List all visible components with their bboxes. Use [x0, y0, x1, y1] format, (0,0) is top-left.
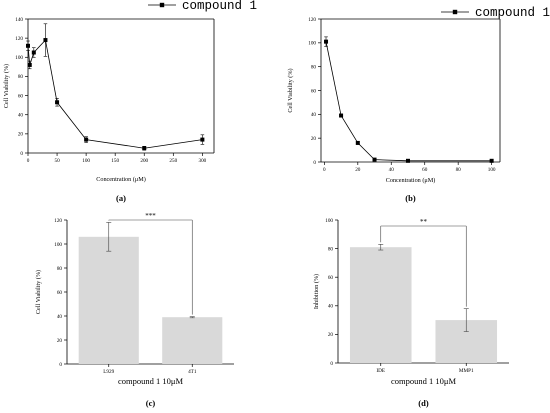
y-tick-label: 140 — [15, 17, 23, 23]
x-tick-label: 300 — [198, 158, 206, 164]
x-tick-label: 40 — [389, 167, 395, 173]
panel-label: (a) — [116, 193, 126, 203]
legend-marker — [159, 2, 165, 8]
y-tick-label: 40 — [57, 314, 63, 320]
data-point — [355, 140, 360, 145]
y-tick-label: 100 — [15, 55, 23, 61]
x-tick-label: 200 — [140, 158, 148, 164]
x-tick-label: 250 — [169, 158, 177, 164]
x-tick-label: 20 — [355, 167, 361, 173]
y-axis-title: Cell Viability (%) — [35, 270, 42, 314]
y-tick-label: 60 — [18, 93, 24, 99]
chart-panel-4: 0 20 40 60 80 100 compound 1 10μM Inhibition (%… — [313, 218, 509, 408]
y-tick-label: 60 — [311, 88, 317, 94]
x-tick-label: 100 — [82, 158, 90, 164]
bar — [78, 236, 139, 364]
y-tick-label: 40 — [328, 304, 334, 310]
data-point — [405, 158, 410, 163]
y-tick-label: 0 — [59, 362, 62, 368]
x-tick-label: 0 — [27, 158, 30, 164]
y-tick-label: 120 — [308, 17, 316, 23]
series-line — [27, 39, 203, 149]
y-tick-label: 100 — [308, 41, 316, 47]
panel-label: (b) — [405, 193, 416, 203]
data-point — [84, 137, 89, 142]
x-tick-label: 0 — [323, 167, 326, 173]
panel-label: (c) — [146, 398, 156, 408]
y-tick-label: 0 — [330, 361, 333, 367]
chart-panel-1: 0 20 40 60 80 100 120 140 0 50 100 150 200 250 300 Conc… — [3, 0, 257, 203]
y-tick-label: 0 — [20, 151, 23, 157]
data-point — [142, 146, 147, 151]
x-tick-label: 150 — [111, 158, 119, 164]
x-tick-label: 80 — [456, 167, 462, 173]
legend-marker — [452, 9, 458, 15]
y-tick-label: 40 — [18, 113, 24, 119]
y-tick-label: 80 — [18, 74, 24, 80]
legend-label: compound 1 — [475, 6, 550, 20]
y-tick-label: 20 — [18, 132, 24, 138]
y-tick-label: 0 — [313, 160, 316, 166]
y-tick-label: 20 — [57, 338, 63, 344]
y-tick-label: 100 — [325, 218, 333, 224]
y-axis-title: Cell Viability (%) — [3, 64, 10, 108]
y-tick-label: 20 — [311, 136, 317, 142]
significance-label: ** — [420, 218, 428, 226]
y-tick-label: 80 — [311, 64, 317, 70]
y-tick-label: 60 — [328, 275, 334, 281]
y-tick-label: 120 — [15, 36, 23, 42]
x-tick-label: 60 — [422, 167, 428, 173]
data-point — [489, 158, 494, 163]
x-tick-label: MMP1 — [459, 368, 474, 374]
data-point — [55, 100, 60, 105]
significance-label: *** — [145, 212, 156, 220]
y-tick-label: 120 — [54, 218, 62, 224]
data-point — [27, 62, 32, 67]
y-tick-label: 100 — [54, 242, 62, 248]
y-tick-label: 40 — [311, 112, 317, 118]
chart-panel-2: 0 20 40 60 80 100 120 0 20 40 60 80 100 Concentration… — [287, 6, 550, 203]
data-point — [324, 39, 329, 44]
x-axis-title: Concentration (μM) — [96, 176, 146, 183]
data-point — [339, 113, 344, 118]
data-point — [200, 137, 205, 142]
y-tick-label: 20 — [328, 332, 334, 338]
data-point — [43, 38, 48, 43]
series-line — [325, 41, 492, 162]
bar — [162, 317, 223, 364]
x-tick-label: L929 — [103, 369, 114, 375]
x-tick-label: 50 — [54, 158, 60, 164]
x-tick-label: 100 — [488, 167, 496, 173]
y-tick-label: 60 — [57, 290, 63, 296]
data-point — [26, 43, 30, 48]
y-tick-label: 80 — [57, 266, 63, 272]
panel-label: (d) — [418, 398, 429, 408]
y-axis-title: Cell Viability (%) — [287, 68, 294, 112]
data-point — [372, 157, 377, 162]
legend-label: compound 1 — [182, 0, 257, 13]
x-axis-title: compound 1 10μM — [391, 376, 456, 386]
x-tick-label: IDE — [376, 368, 385, 374]
y-axis-title: Inhibition (%) — [313, 274, 320, 309]
x-tick-label: 4T1 — [188, 369, 197, 375]
chart-panel-3: 0 20 40 60 80 100 120 compound 1 10μM Cell Viabi… — [35, 212, 234, 408]
x-axis-title: Concentration (μM) — [386, 177, 436, 184]
data-point — [31, 50, 36, 55]
x-axis-title: compound 1 10μM — [118, 376, 183, 386]
y-tick-label: 80 — [328, 246, 334, 252]
bar — [349, 247, 412, 363]
